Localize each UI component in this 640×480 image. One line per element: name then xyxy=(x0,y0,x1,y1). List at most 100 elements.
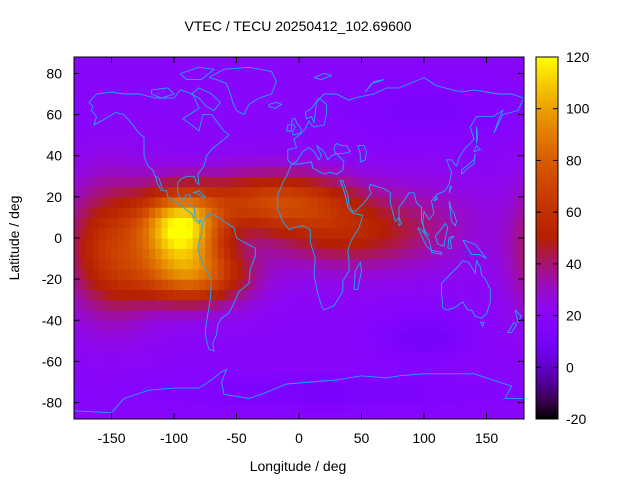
heatmap-cell xyxy=(286,207,294,219)
heatmap-cell xyxy=(392,238,400,249)
heatmap-cell xyxy=(467,402,475,414)
x-tick-label: -100 xyxy=(160,430,188,446)
heatmap-cell xyxy=(436,73,444,85)
heatmap-cell xyxy=(330,94,338,105)
heatmap-cell xyxy=(386,402,394,414)
heatmap-cell xyxy=(392,402,400,414)
heatmap-cell xyxy=(486,176,494,188)
heatmap-cell xyxy=(311,289,319,301)
heatmap-cell xyxy=(230,371,238,383)
heatmap-cell xyxy=(261,196,269,208)
heatmap-cell xyxy=(292,176,300,188)
heatmap-cell xyxy=(92,412,100,419)
heatmap-cell xyxy=(174,104,181,116)
heatmap-cell xyxy=(317,166,325,177)
heatmap-cell xyxy=(474,320,481,332)
heatmap-cell xyxy=(261,371,269,383)
heatmap-cell xyxy=(280,299,288,311)
heatmap-cell xyxy=(367,371,375,383)
heatmap-cell xyxy=(374,279,381,291)
heatmap-cell xyxy=(517,166,524,177)
heatmap-cell xyxy=(192,238,200,249)
heatmap-cell xyxy=(505,155,513,167)
heatmap-cell xyxy=(405,320,413,332)
heatmap-cell xyxy=(305,166,313,177)
heatmap-cell xyxy=(80,238,88,249)
heatmap-cell xyxy=(299,124,306,136)
heatmap-cell xyxy=(486,320,494,332)
heatmap-cell xyxy=(467,217,475,229)
heatmap-cell xyxy=(511,299,519,311)
heatmap-cell xyxy=(399,371,406,383)
heatmap-cell xyxy=(199,57,206,64)
heatmap-cell xyxy=(80,155,88,167)
heatmap-cell xyxy=(105,309,113,321)
heatmap-cell xyxy=(217,361,225,373)
heatmap-cell xyxy=(242,381,250,393)
heatmap-cell xyxy=(355,155,363,167)
heatmap-cell xyxy=(199,238,206,249)
colorbar xyxy=(535,56,559,420)
heatmap-cell xyxy=(461,402,469,414)
heatmap-cell xyxy=(442,289,450,301)
heatmap-cell xyxy=(386,258,394,270)
coastline-new-guinea xyxy=(462,239,487,259)
heatmap-cell xyxy=(442,361,450,373)
heatmap-cell xyxy=(236,73,244,85)
heatmap-cell xyxy=(155,104,163,116)
heatmap-cell xyxy=(249,73,256,85)
heatmap-cell xyxy=(411,83,419,95)
colorbar-tick-label: 120 xyxy=(566,49,590,65)
heatmap-cell xyxy=(361,340,369,352)
heatmap-cell xyxy=(317,330,325,342)
heatmap-cell xyxy=(380,73,388,85)
heatmap-cell xyxy=(405,83,413,95)
heatmap-cell xyxy=(511,176,519,188)
heatmap-cell xyxy=(255,330,263,342)
heatmap-cell xyxy=(399,217,406,229)
heatmap-cell xyxy=(467,371,475,383)
heatmap-cell xyxy=(142,63,150,75)
heatmap-cell xyxy=(211,57,219,64)
heatmap-cell xyxy=(380,258,388,270)
heatmap-cell xyxy=(211,268,219,280)
heatmap-cell xyxy=(149,402,156,414)
heatmap-cell xyxy=(336,289,344,301)
heatmap-cell xyxy=(505,145,513,157)
heatmap-cell xyxy=(461,279,469,291)
heatmap-cell xyxy=(174,145,181,157)
heatmap-cell xyxy=(392,186,400,198)
heatmap-cell xyxy=(405,361,413,373)
heatmap-cell xyxy=(424,299,431,311)
heatmap-cell xyxy=(149,94,156,105)
heatmap-cell xyxy=(492,207,500,219)
heatmap-cell xyxy=(299,268,306,280)
heatmap-cell xyxy=(386,381,394,393)
heatmap-cell xyxy=(392,392,400,404)
heatmap-cell xyxy=(449,412,456,419)
heatmap-cell xyxy=(430,340,438,352)
heatmap-cell xyxy=(361,289,369,301)
heatmap-cell xyxy=(236,145,244,157)
heatmap-cell xyxy=(180,186,188,198)
heatmap-cell xyxy=(392,94,400,105)
heatmap-cell xyxy=(149,258,156,270)
heatmap-cell xyxy=(430,124,438,136)
heatmap-cell xyxy=(505,238,513,249)
heatmap-cell xyxy=(192,412,200,419)
heatmap-cell xyxy=(449,371,456,383)
heatmap-cell xyxy=(74,381,81,393)
heatmap-cell xyxy=(461,268,469,280)
heatmap-cell xyxy=(486,258,494,270)
heatmap-cell xyxy=(374,309,381,321)
heatmap-cell xyxy=(142,196,150,208)
heatmap-cell xyxy=(224,196,231,208)
heatmap-cell xyxy=(117,145,125,157)
heatmap-cell xyxy=(480,57,488,64)
heatmap-cell xyxy=(386,289,394,301)
heatmap-cell xyxy=(311,155,319,167)
heatmap-cell xyxy=(142,412,150,419)
heatmap-cell xyxy=(86,63,94,75)
heatmap-cell xyxy=(174,381,181,393)
heatmap-cell xyxy=(86,186,94,198)
